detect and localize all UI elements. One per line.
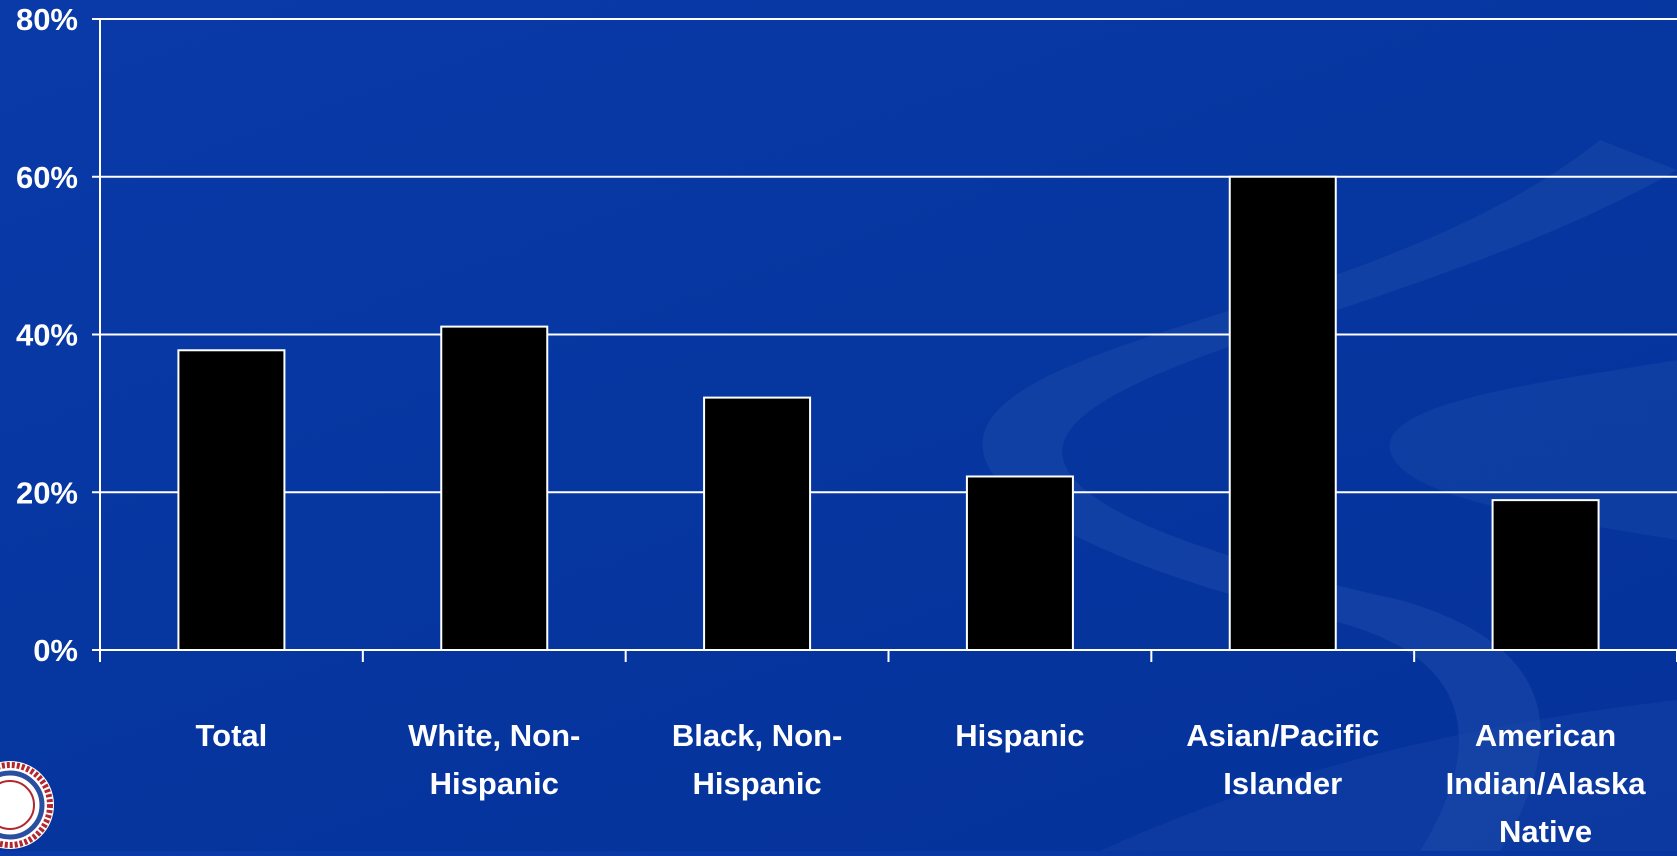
y-tick-label: 0%: [33, 633, 78, 668]
bars: [177, 175, 1600, 652]
y-tick-label: 60%: [16, 160, 78, 195]
bar: [177, 349, 286, 651]
y-tick-labels: 0% 20% 40% 60% 80%: [16, 2, 78, 668]
bar: [703, 396, 812, 651]
bar: [1228, 175, 1337, 651]
y-tick-label: 40%: [16, 318, 78, 353]
bar: [1491, 499, 1600, 652]
axes: [92, 18, 1677, 662]
bar: [440, 325, 549, 651]
y-tick-label: 80%: [16, 2, 78, 37]
bar: [965, 475, 1074, 651]
gridlines: [100, 18, 1677, 494]
seal-logo-icon: [0, 761, 54, 849]
y-tick-label: 20%: [16, 475, 78, 510]
